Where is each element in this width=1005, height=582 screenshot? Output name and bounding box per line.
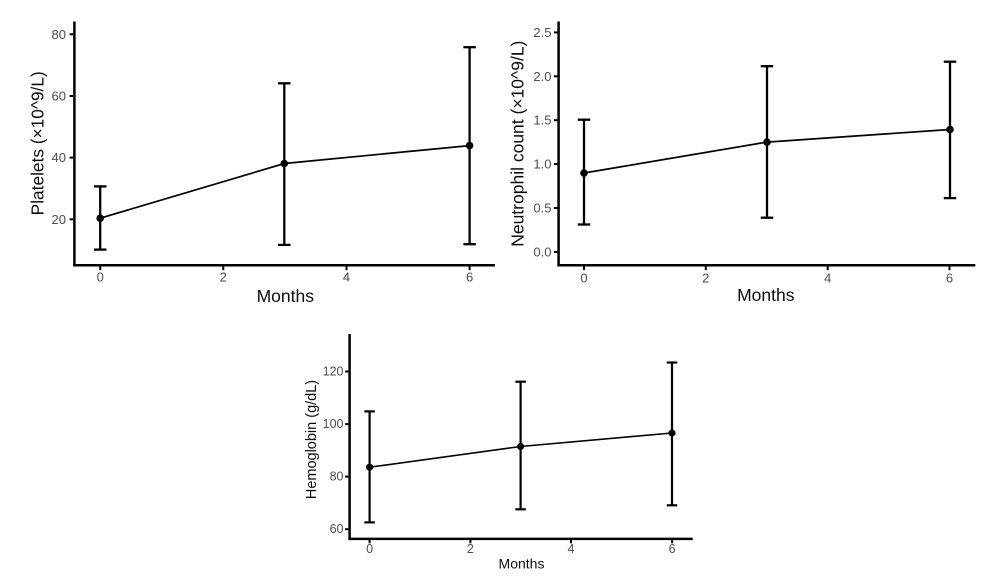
svg-text:Months: Months: [499, 556, 545, 572]
svg-text:120: 120: [323, 365, 344, 379]
svg-text:Neutrophil count (×10^9/L): Neutrophil count (×10^9/L): [508, 41, 528, 247]
svg-text:0: 0: [97, 270, 104, 285]
svg-text:60: 60: [52, 89, 66, 104]
svg-text:4: 4: [824, 271, 831, 286]
svg-text:4: 4: [343, 270, 350, 285]
svg-text:80: 80: [330, 470, 344, 484]
svg-text:2.0: 2.0: [533, 69, 551, 84]
svg-text:Platelets (×10^9/L): Platelets (×10^9/L): [28, 71, 48, 215]
svg-text:60: 60: [330, 522, 344, 536]
svg-text:40: 40: [52, 150, 66, 165]
svg-text:20: 20: [52, 212, 66, 227]
svg-text:4: 4: [568, 542, 575, 556]
svg-text:0.0: 0.0: [533, 244, 551, 259]
svg-text:2.5: 2.5: [533, 25, 551, 40]
svg-text:Months: Months: [257, 286, 315, 306]
svg-text:2: 2: [220, 270, 227, 285]
svg-text:0: 0: [366, 542, 373, 556]
svg-text:1.5: 1.5: [533, 113, 551, 128]
svg-text:2: 2: [467, 542, 474, 556]
svg-text:0.5: 0.5: [533, 201, 551, 216]
svg-text:0: 0: [580, 271, 587, 286]
svg-text:100: 100: [323, 417, 344, 431]
svg-text:Hemoglobin (g/dL): Hemoglobin (g/dL): [304, 380, 320, 499]
svg-text:6: 6: [669, 542, 676, 556]
svg-text:2: 2: [702, 271, 709, 286]
svg-text:80: 80: [52, 27, 66, 42]
svg-text:1.0: 1.0: [533, 157, 551, 172]
svg-text:6: 6: [466, 270, 473, 285]
svg-text:6: 6: [946, 271, 953, 286]
svg-text:Months: Months: [737, 285, 795, 305]
